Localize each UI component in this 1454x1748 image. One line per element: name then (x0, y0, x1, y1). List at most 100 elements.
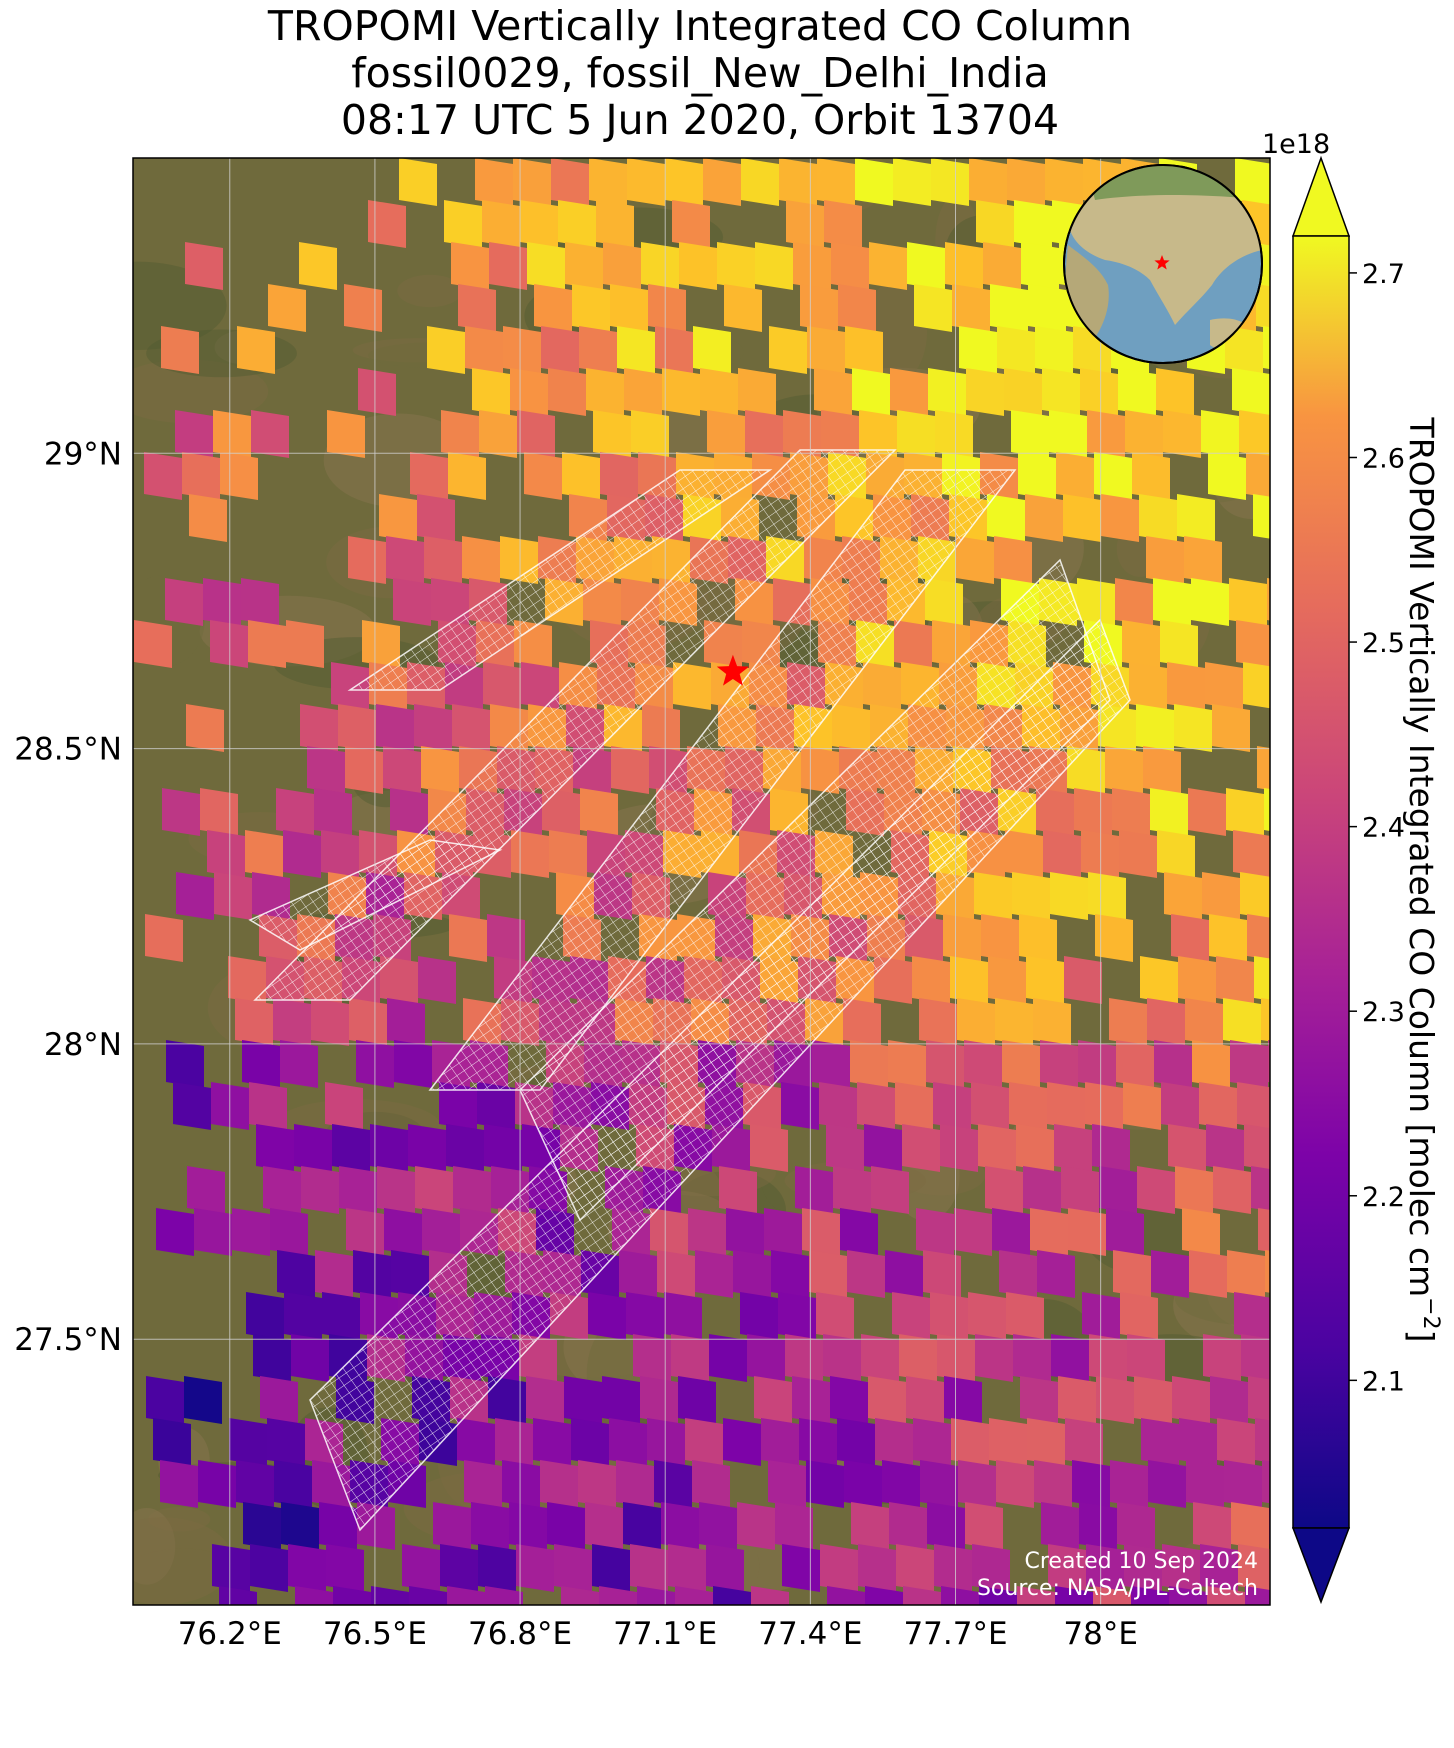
co-pixel (417, 494, 455, 542)
co-pixel (1068, 1208, 1106, 1256)
co-pixel (348, 536, 386, 584)
co-pixel (245, 830, 283, 878)
co-pixel (954, 1208, 992, 1256)
co-pixel (383, 746, 421, 794)
co-pixel (1253, 494, 1270, 539)
basemap-patch (133, 359, 269, 424)
co-pixel (156, 1208, 194, 1256)
co-pixel (485, 1586, 523, 1605)
co-pixel (668, 1544, 706, 1592)
co-pixel (589, 158, 627, 206)
co-pixel (795, 1166, 833, 1214)
co-pixel (726, 1208, 764, 1256)
co-pixel (1143, 746, 1181, 794)
co-pixel (642, 704, 680, 752)
co-pixel (1186, 1460, 1224, 1508)
co-pixel (547, 1502, 585, 1550)
co-pixel (1147, 998, 1185, 1046)
map-frame (132, 157, 1271, 1606)
co-pixel (1191, 578, 1229, 626)
co-pixel (1262, 1460, 1270, 1504)
co-pixel (270, 1208, 308, 1256)
co-pixel (1119, 830, 1157, 878)
co-pixel (1157, 830, 1195, 878)
co-pixel (509, 1502, 547, 1550)
co-pixel (826, 1124, 864, 1172)
lon-tick-label: 77.7°E (903, 1616, 1007, 1652)
co-pixel (332, 1124, 370, 1172)
co-pixel (1087, 410, 1125, 458)
co-pixel (1089, 1334, 1127, 1382)
co-pixel (166, 1040, 204, 1088)
co-pixel (672, 200, 710, 248)
co-pixel (814, 368, 852, 416)
lon-tick-label: 77.4°E (758, 1616, 862, 1652)
co-pixel (1163, 410, 1201, 458)
co-pixel (945, 242, 983, 290)
co-pixel (145, 914, 183, 962)
co-pixel (778, 1292, 816, 1340)
co-pixel (761, 1418, 799, 1466)
co-pixel (1120, 1292, 1158, 1340)
co-pixel (894, 620, 932, 668)
co-pixel (1035, 326, 1073, 374)
lon-tick-label: 78°E (1063, 1616, 1138, 1652)
co-pixel (410, 452, 448, 500)
co-pixel (449, 914, 487, 962)
co-pixel (214, 872, 252, 920)
credit-source: Source: NASA/JPL-Caltech (977, 1576, 1258, 1601)
co-pixel (1236, 620, 1270, 668)
co-pixel (751, 1586, 789, 1605)
co-pixel (421, 746, 459, 794)
co-pixel (1193, 1502, 1231, 1550)
title-line-1: TROPOMI Vertically Integrated CO Column (267, 2, 1132, 50)
co-pixel (665, 158, 703, 206)
co-pixel (912, 956, 950, 1004)
co-pixel (1127, 1334, 1165, 1382)
basemap-patch (148, 1507, 211, 1532)
co-pixel (1124, 1544, 1162, 1592)
co-pixel (1079, 1502, 1117, 1550)
co-pixel (1101, 494, 1139, 542)
co-pixel (889, 1502, 927, 1550)
co-pixel (899, 1334, 937, 1382)
co-pixel (510, 368, 548, 416)
co-pixel (678, 1376, 716, 1424)
co-pixel (399, 158, 437, 206)
co-pixel (1025, 494, 1063, 542)
co-pixel (479, 410, 517, 458)
co-pixel (950, 956, 988, 1004)
co-pixel (619, 1250, 657, 1298)
co-pixel (602, 1376, 640, 1424)
co-pixel (1273, 158, 1311, 206)
co-pixel (578, 1460, 616, 1508)
co-pixel (868, 1376, 906, 1424)
co-pixel (1156, 368, 1194, 416)
co-pixel (1265, 1250, 1270, 1293)
co-pixel (349, 998, 387, 1046)
co-pixel (267, 1418, 305, 1466)
co-pixel (1110, 1460, 1148, 1508)
co-pixel (920, 1460, 958, 1508)
co-pixel (253, 1334, 291, 1382)
co-pixel (657, 1250, 695, 1298)
co-pixel (957, 998, 995, 1046)
co-pixel (821, 410, 859, 458)
lat-tick-label: 28.5°N (14, 732, 122, 768)
co-pixel (1006, 1292, 1044, 1340)
co-pixel (173, 1082, 211, 1130)
co-pixel (832, 704, 870, 752)
co-pixel (322, 1292, 360, 1340)
co-pixel (276, 788, 314, 836)
co-pixel (913, 1418, 951, 1466)
co-pixel (488, 1376, 526, 1424)
co-pixel (453, 1166, 491, 1214)
co-pixel (182, 452, 220, 500)
co-pixel (311, 998, 349, 1046)
co-pixel (1283, 1586, 1321, 1634)
co-pixel (662, 368, 700, 416)
co-pixel (1168, 1124, 1206, 1172)
co-pixel (1002, 1040, 1040, 1088)
co-pixel (875, 1418, 913, 1466)
co-pixel (1254, 956, 1270, 1001)
